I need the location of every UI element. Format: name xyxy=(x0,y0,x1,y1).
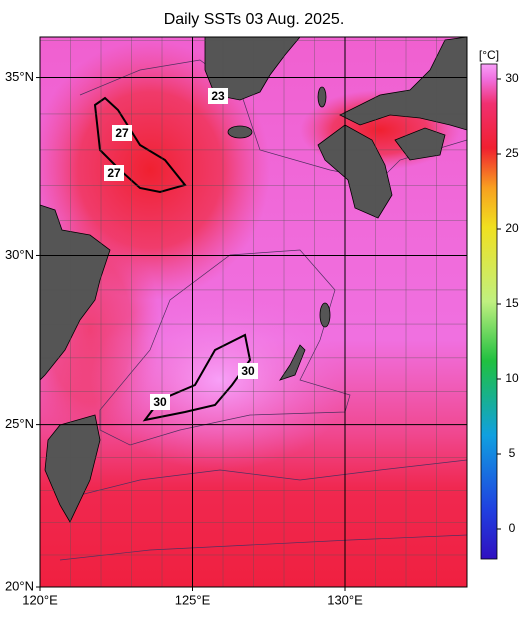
colorbar-tick-label: 30 xyxy=(505,71,519,85)
colorbar-tick-label: 10 xyxy=(505,371,519,385)
map-area: 27 27 23 30 30 xyxy=(40,37,467,587)
contour-label-box xyxy=(104,165,124,181)
jeju xyxy=(227,125,253,139)
contour-30 xyxy=(142,333,252,422)
contour-label-box xyxy=(238,363,258,379)
contour-label-box xyxy=(150,394,170,410)
kyushu xyxy=(317,124,393,219)
contour-label: 27 xyxy=(115,126,129,140)
colorbar xyxy=(480,63,498,560)
contour-label: 30 xyxy=(241,364,255,378)
lon-tick-label: 125°E xyxy=(175,592,211,607)
colorbar-unit: [°C] xyxy=(479,48,499,62)
lat-tick-label: 25°N xyxy=(5,416,34,431)
lat-tick-label: 20°N xyxy=(5,578,34,593)
contour-29 xyxy=(59,459,467,561)
colorbar-tick-label: 5 xyxy=(509,446,516,460)
land xyxy=(40,37,467,523)
title: Daily SSTs 03 Aug. 2025. xyxy=(164,11,345,28)
korea xyxy=(204,37,301,101)
contour-labels: 27 27 23 30 30 xyxy=(104,88,258,410)
contour-label-box xyxy=(112,125,132,141)
contour-label: 23 xyxy=(211,89,225,103)
taiwan xyxy=(44,414,101,523)
contour-27 xyxy=(93,96,187,194)
colorbar-tick-label: 25 xyxy=(505,146,519,160)
colorbar-tick-label: 20 xyxy=(505,221,519,235)
lat-tick-label: 35°N xyxy=(5,69,34,84)
okinawa xyxy=(279,344,306,381)
lon-tick-label: 120°E xyxy=(22,592,58,607)
colorbar-tick-label: 15 xyxy=(505,296,519,310)
lat-tick-label: 30°N xyxy=(5,247,34,262)
lon-tick-label: 130°E xyxy=(327,592,363,607)
contour-label-box xyxy=(208,88,228,104)
contour-label: 27 xyxy=(107,166,121,180)
warm-pool xyxy=(90,290,350,470)
contour-label: 30 xyxy=(153,395,167,409)
honshu xyxy=(339,37,467,131)
island xyxy=(319,302,331,328)
shikoku xyxy=(394,127,446,161)
contour-29 xyxy=(99,249,351,446)
colorbar-tick-label: 0 xyxy=(509,521,516,535)
map-frame xyxy=(39,36,468,588)
tsushima xyxy=(317,86,327,108)
